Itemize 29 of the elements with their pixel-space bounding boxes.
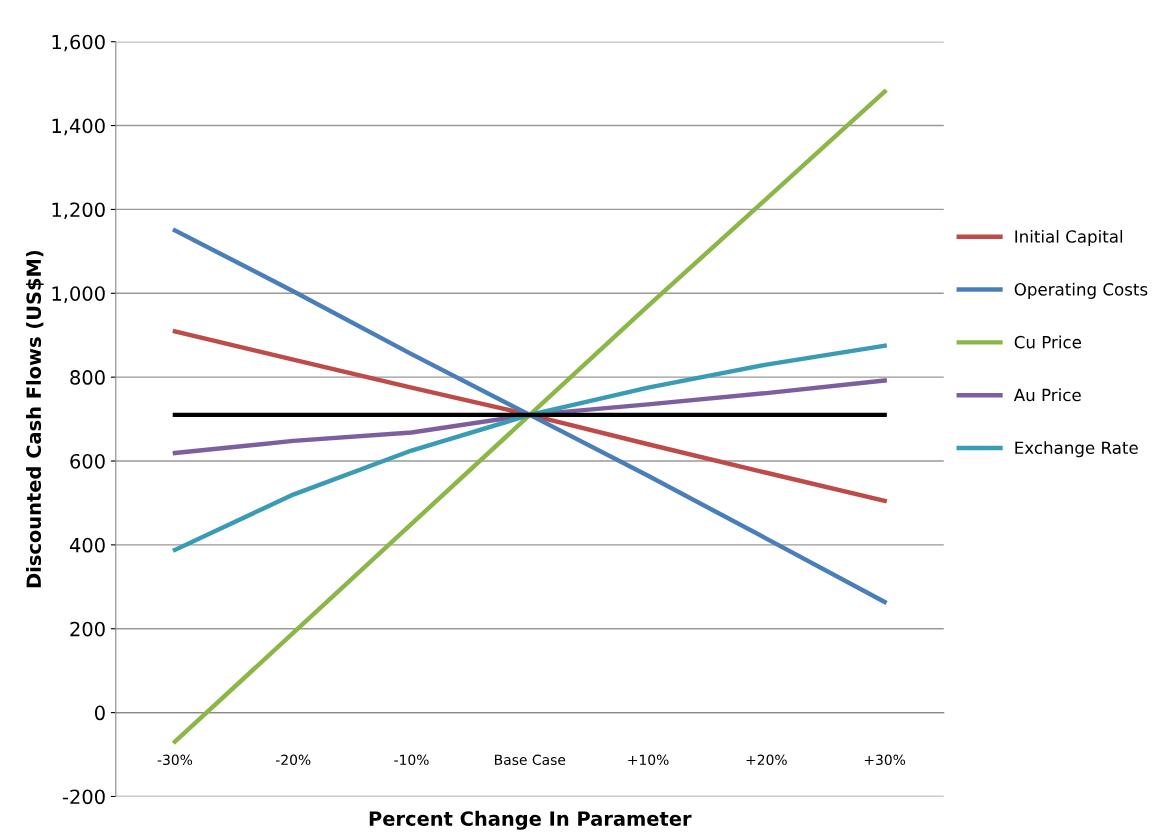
y-axis-title: Discounted Cash Flows (US$M) bbox=[26, 250, 44, 588]
legend-label: Au Price bbox=[1013, 388, 1081, 402]
y-tick-label: -200 bbox=[62, 789, 105, 805]
x-tick-label: -10% bbox=[394, 754, 429, 766]
legend-label: Cu Price bbox=[1014, 335, 1082, 349]
legend-label: Operating Costs bbox=[1014, 282, 1148, 299]
y-tick-label: 1,200 bbox=[52, 202, 105, 220]
y-tick-label: 200 bbox=[70, 621, 105, 637]
y-tick-label: 400 bbox=[69, 537, 105, 553]
y-tick-label: 1,600 bbox=[52, 34, 105, 52]
legend-label: Initial Capital bbox=[1015, 229, 1123, 247]
line-series bbox=[172, 329, 887, 504]
x-tick-label: Base Case bbox=[495, 754, 566, 766]
line-series bbox=[172, 89, 887, 744]
line-series bbox=[172, 378, 887, 456]
line-series bbox=[172, 343, 887, 553]
legend-label: Exchange Rate bbox=[1015, 441, 1138, 458]
x-tick-label: +20% bbox=[746, 754, 787, 766]
x-tick-label: +30% bbox=[864, 754, 906, 766]
line-series bbox=[172, 228, 887, 605]
y-tick-label: 1,400 bbox=[52, 118, 105, 136]
x-tick-label: -30% bbox=[157, 754, 193, 766]
y-tick-label: 600 bbox=[70, 453, 105, 469]
y-tick-label: 0 bbox=[94, 705, 105, 721]
y-tick-label: 800 bbox=[70, 370, 105, 385]
x-axis-title: Percent Change In Parameter bbox=[369, 810, 692, 830]
y-tick-label: 1,000 bbox=[52, 286, 105, 303]
x-tick-label: -20% bbox=[275, 754, 311, 766]
x-tick-label: +10% bbox=[628, 754, 669, 766]
